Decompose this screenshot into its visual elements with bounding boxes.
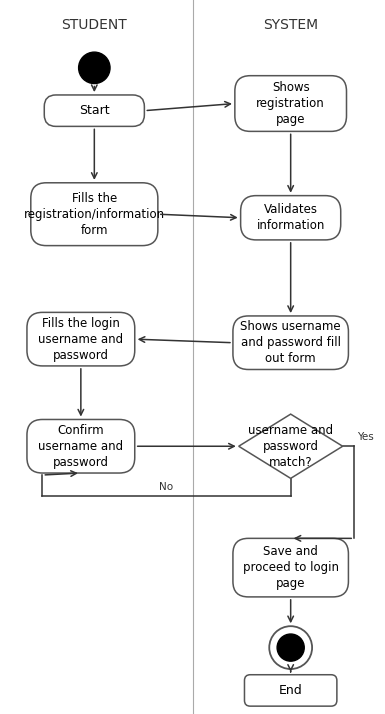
FancyBboxPatch shape — [44, 95, 144, 126]
Text: End: End — [279, 684, 303, 697]
Text: username and
password
match?: username and password match? — [248, 423, 333, 469]
Text: Start: Start — [79, 104, 110, 117]
Text: SYSTEM: SYSTEM — [263, 18, 318, 32]
FancyBboxPatch shape — [233, 538, 348, 597]
FancyBboxPatch shape — [27, 312, 135, 366]
Text: Fills the
registration/information
form: Fills the registration/information form — [24, 191, 165, 237]
Text: Shows username
and password fill
out form: Shows username and password fill out for… — [240, 320, 341, 366]
FancyBboxPatch shape — [235, 76, 346, 131]
Text: Confirm
username and
password: Confirm username and password — [38, 423, 124, 469]
Circle shape — [269, 626, 312, 669]
Text: STUDENT: STUDENT — [62, 18, 127, 32]
Circle shape — [277, 634, 304, 661]
Text: Save and
proceed to login
page: Save and proceed to login page — [243, 545, 339, 590]
Text: Shows
registration
page: Shows registration page — [256, 81, 325, 126]
FancyBboxPatch shape — [241, 196, 341, 240]
FancyBboxPatch shape — [233, 316, 348, 369]
Text: Fills the login
username and
password: Fills the login username and password — [38, 316, 124, 362]
FancyBboxPatch shape — [27, 420, 135, 473]
Text: No: No — [159, 482, 174, 492]
Polygon shape — [239, 414, 343, 478]
FancyBboxPatch shape — [244, 675, 337, 706]
FancyBboxPatch shape — [31, 183, 158, 246]
Text: Yes: Yes — [357, 432, 374, 442]
Text: Validates
information: Validates information — [256, 203, 325, 232]
Circle shape — [79, 52, 110, 84]
